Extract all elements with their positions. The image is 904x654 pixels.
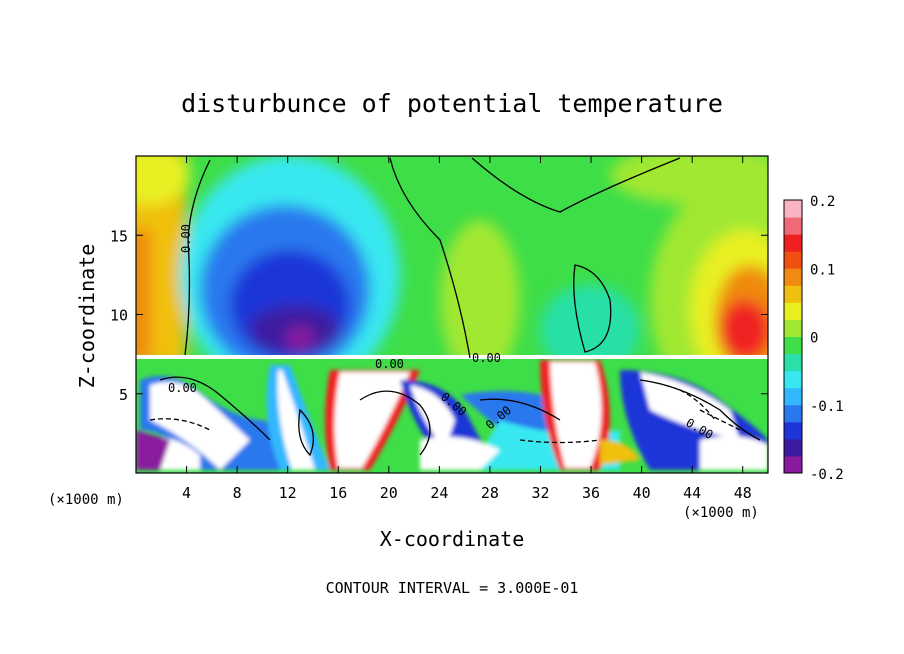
contour-zero-right <box>573 264 612 353</box>
x-axis: 4 8 12 16 20 24 28 32 36 40 44 48 <box>182 156 752 502</box>
y-axis: 5 10 15 <box>110 227 768 404</box>
colorbar-swatch <box>784 234 802 252</box>
colorbar-swatch <box>784 455 802 474</box>
x-tick-label: 24 <box>430 484 448 502</box>
colorbar-tick-label: 0.1 <box>810 262 835 278</box>
contour-zero-center <box>389 157 471 359</box>
y-axis-label: Z-coordinate <box>75 244 99 389</box>
colorbar-swatch <box>784 251 802 269</box>
x-tick-label: 16 <box>329 484 347 502</box>
x-unit-label-left: (×1000 m) <box>48 492 124 508</box>
y-tick-label: 10 <box>110 307 128 325</box>
colorbar-tick-label: -0.1 <box>810 399 844 415</box>
contour-label: 0.00 <box>179 224 193 253</box>
contour-zero-upper <box>471 157 681 213</box>
x-tick-label: 44 <box>683 484 701 502</box>
colorbar-swatch <box>784 268 802 286</box>
colorbar-ticks: 0.2 0.1 0 -0.1 -0.2 <box>810 194 844 483</box>
y-tick-label: 15 <box>110 227 128 245</box>
colorbar-swatch <box>784 200 802 218</box>
heatmap-field: 0.00 0.00 0.00 0.00 0.00 0.00 0.00 <box>136 156 768 473</box>
colorbar-swatch <box>784 404 802 423</box>
colorbar-swatch <box>784 421 802 440</box>
colorbar-swatch <box>784 319 802 337</box>
x-tick-label: 4 <box>182 484 191 502</box>
contour-label: 0.00 <box>375 357 404 371</box>
chart-title: disturbunce of potential temperature <box>181 89 723 118</box>
x-tick-label: 40 <box>633 484 651 502</box>
x-unit-label-right: (×1000 m) <box>683 505 759 521</box>
colorbar <box>783 199 803 474</box>
colorbar-swatch <box>784 387 802 406</box>
colorbar-swatch <box>784 217 802 235</box>
colorbar-frame <box>783 199 803 474</box>
contour-interval-note: CONTOUR INTERVAL = 3.000E-01 <box>326 579 579 597</box>
x-tick-label: 12 <box>279 484 297 502</box>
x-tick-label: 20 <box>380 484 398 502</box>
colorbar-swatch <box>784 285 802 303</box>
colorbar-swatch <box>784 336 802 355</box>
colorbar-swatch <box>784 370 802 389</box>
colorbar-tick-label: 0.2 <box>810 194 835 210</box>
x-tick-label: 36 <box>582 484 600 502</box>
contour-label: 0.00 <box>472 351 501 365</box>
colorbar-swatch <box>784 438 802 457</box>
colorbar-tick-label: 0 <box>810 331 818 347</box>
contour-label: 0.00 <box>168 381 197 395</box>
x-tick-label: 32 <box>531 484 549 502</box>
y-tick-label: 5 <box>119 386 128 404</box>
colorbar-swatch <box>784 353 802 372</box>
x-tick-label: 28 <box>481 484 499 502</box>
contour-zero-left <box>184 159 211 356</box>
colorbar-tick-label: -0.2 <box>810 467 844 483</box>
x-tick-label: 8 <box>233 484 242 502</box>
colorbar-swatch <box>784 302 802 320</box>
x-axis-label: X-coordinate <box>380 527 525 551</box>
x-tick-label: 48 <box>734 484 752 502</box>
